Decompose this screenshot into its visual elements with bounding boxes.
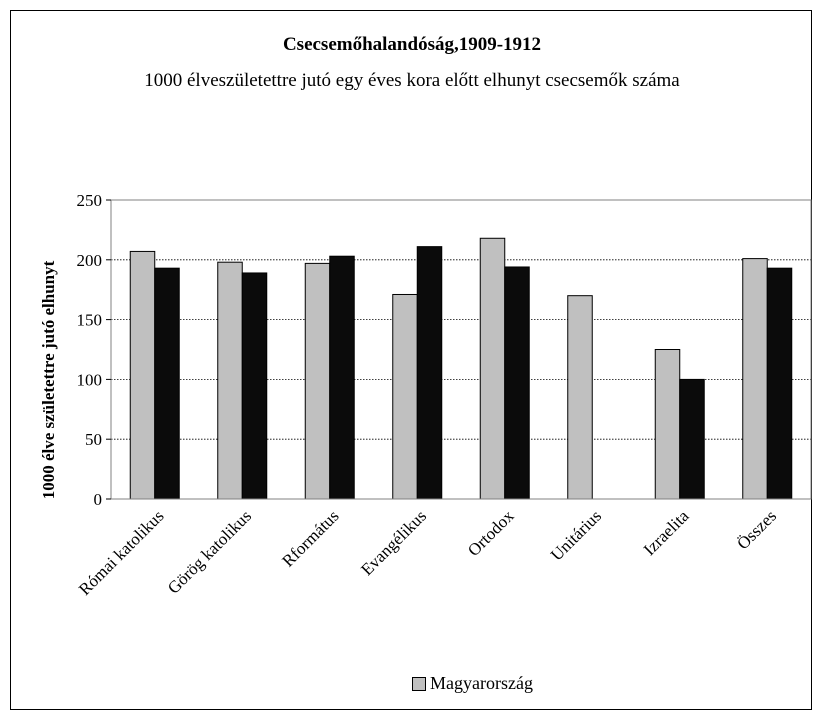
bar-series-1-1 (218, 262, 243, 499)
x-tick-label: Összes (733, 506, 780, 553)
bar-series-1-7 (743, 259, 768, 499)
plot-area-border (111, 200, 811, 499)
bars (130, 238, 792, 499)
y-tick-label: 250 (77, 191, 103, 210)
y-axis-label: 1000 élve születettre jutó elhunyt (39, 260, 58, 499)
bar-series-1-2 (305, 263, 330, 499)
bar-series-1-4 (480, 238, 505, 499)
bar-series-2-3 (417, 247, 442, 499)
y-tick-label: 50 (85, 430, 102, 449)
legend: Magyarország (412, 673, 533, 694)
legend-label: Magyarország (430, 673, 533, 694)
x-tick-label: Unitárius (547, 506, 605, 564)
legend-swatch (412, 677, 426, 691)
x-tick-label: Ortodox (464, 506, 518, 560)
bar-series-2-4 (505, 267, 530, 499)
y-tick-label: 200 (77, 251, 103, 270)
bar-series-1-0 (130, 251, 155, 499)
bar-series-2-1 (242, 273, 267, 499)
x-tick-label: Római katolikus (75, 506, 168, 599)
bar-series-2-2 (330, 256, 355, 499)
y-tick-label: 100 (77, 370, 103, 389)
x-tick-label: Evangélikus (357, 506, 430, 579)
bar-series-2-6 (680, 379, 705, 499)
y-axis-ticks: 0 50 100 150 200 250 (77, 191, 112, 509)
bar-series-1-5 (568, 296, 593, 499)
bar-series-2-0 (155, 268, 180, 499)
y-tick-label: 150 (77, 311, 103, 330)
x-tick-label: Görög katolikus (164, 506, 255, 597)
bar-series-2-7 (767, 268, 792, 499)
x-tick-label: Rformátus (278, 506, 342, 570)
y-tick-label: 0 (94, 490, 103, 509)
bar-series-1-3 (393, 294, 418, 499)
bar-series-1-6 (655, 350, 680, 500)
x-tick-label: Izraelita (640, 506, 693, 559)
gridlines (111, 260, 811, 439)
